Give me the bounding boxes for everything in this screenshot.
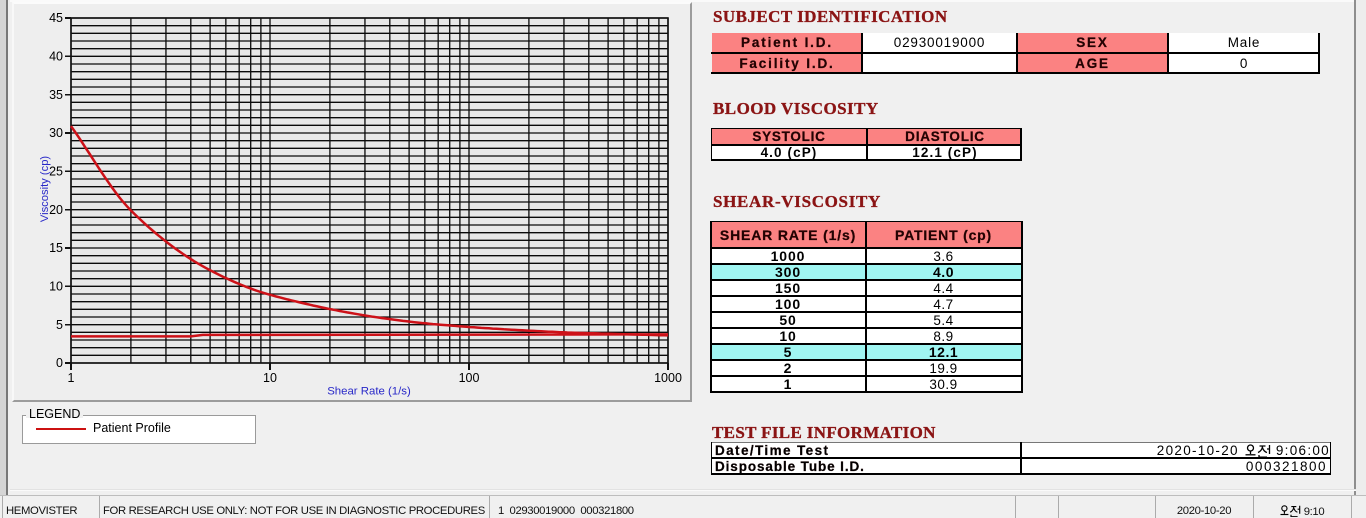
svg-text:Viscosity (cp): Viscosity (cp) — [39, 156, 51, 223]
svg-text:10: 10 — [263, 371, 277, 385]
svg-text:15: 15 — [49, 241, 63, 255]
svg-text:100: 100 — [459, 371, 480, 385]
svg-text:40: 40 — [49, 50, 63, 64]
svg-text:25: 25 — [49, 165, 63, 179]
svg-text:1: 1 — [68, 371, 75, 385]
svg-text:20: 20 — [49, 203, 63, 217]
svg-text:10: 10 — [49, 280, 63, 294]
svg-text:35: 35 — [49, 88, 63, 102]
svg-text:5: 5 — [56, 318, 63, 332]
svg-text:Shear Rate (1/s): Shear Rate (1/s) — [327, 386, 411, 398]
svg-text:45: 45 — [49, 11, 63, 25]
svg-text:0: 0 — [56, 356, 63, 370]
svg-text:30: 30 — [49, 126, 63, 140]
svg-text:1000: 1000 — [654, 371, 682, 385]
